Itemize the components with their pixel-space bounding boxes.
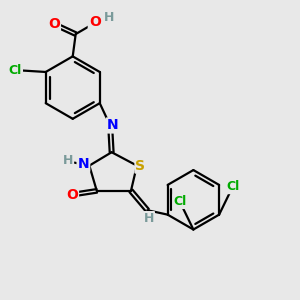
Text: S: S [136,159,146,172]
Text: O: O [89,15,101,29]
Text: Cl: Cl [173,195,187,208]
Text: O: O [66,188,78,202]
Text: N: N [78,157,89,171]
Text: Cl: Cl [9,64,22,77]
Text: H: H [144,212,154,225]
Text: Cl: Cl [226,180,240,193]
Text: H: H [104,11,114,24]
Text: H: H [63,154,73,167]
Text: N: N [107,118,118,133]
Text: O: O [48,17,60,31]
